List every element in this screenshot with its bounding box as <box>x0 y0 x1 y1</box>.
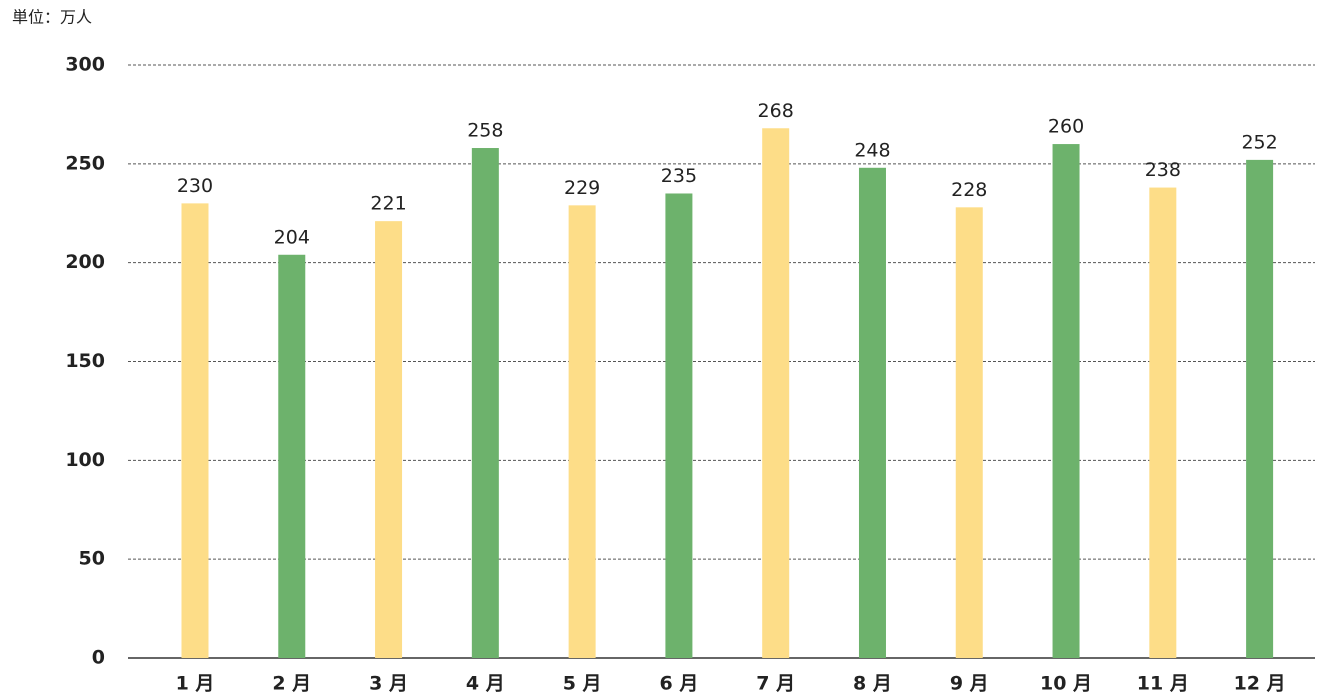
y-tick-label: 150 <box>65 350 105 372</box>
x-tick-label: 7 月 <box>756 673 795 695</box>
x-tick-label: 3 月 <box>369 673 408 695</box>
value-label: 235 <box>661 165 697 187</box>
value-label: 228 <box>951 179 987 201</box>
value-label: 260 <box>1048 116 1084 138</box>
value-label: 204 <box>274 226 310 248</box>
unit-label: 単位：万人 <box>12 8 92 27</box>
bar <box>665 193 693 658</box>
value-label: 230 <box>177 175 213 197</box>
x-tick-label: 9 月 <box>950 673 989 695</box>
value-label: 248 <box>854 139 890 161</box>
y-tick-label: 200 <box>65 251 105 273</box>
bar <box>1052 144 1080 659</box>
bar <box>858 167 886 658</box>
bar <box>375 221 403 658</box>
bar <box>278 254 306 658</box>
x-tick-label: 2 月 <box>272 673 311 695</box>
y-tick-label: 100 <box>65 449 105 471</box>
value-label: 238 <box>1145 159 1181 181</box>
bar <box>1246 159 1274 658</box>
bar <box>955 207 983 658</box>
x-tick-label: 10 月 <box>1040 673 1092 695</box>
value-label: 252 <box>1241 131 1277 153</box>
x-tick-label: 4 月 <box>466 673 505 695</box>
y-tick-label: 50 <box>79 548 105 570</box>
y-tick-label: 300 <box>65 54 105 76</box>
bar <box>1149 187 1177 658</box>
value-label: 221 <box>370 193 406 215</box>
bar <box>568 205 596 659</box>
value-label: 258 <box>467 120 503 142</box>
value-label: 229 <box>564 177 600 199</box>
bar <box>471 148 499 658</box>
x-tick-label: 8 月 <box>853 673 892 695</box>
x-tick-label: 5 月 <box>563 673 602 695</box>
x-tick-label: 12 月 <box>1234 673 1286 695</box>
y-tick-label: 250 <box>65 152 105 174</box>
value-label: 268 <box>758 100 794 122</box>
y-tick-label: 0 <box>92 647 105 669</box>
bar <box>181 203 209 658</box>
x-tick-label: 11 月 <box>1137 673 1189 695</box>
x-tick-label: 1 月 <box>176 673 215 695</box>
x-tick-label: 6 月 <box>659 673 698 695</box>
bar <box>762 128 790 659</box>
